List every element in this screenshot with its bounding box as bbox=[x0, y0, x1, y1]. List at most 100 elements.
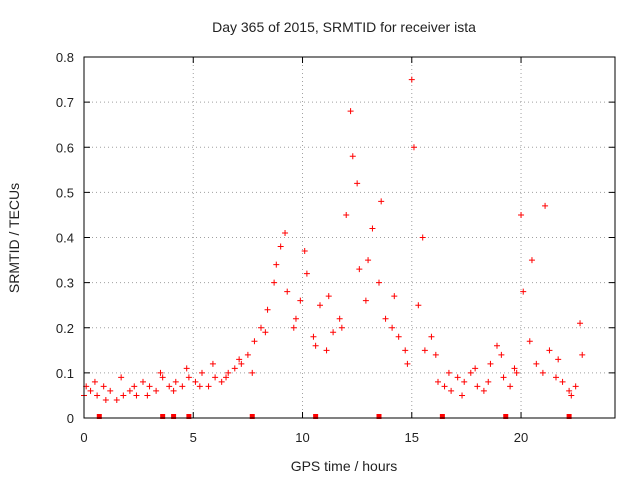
data-point bbox=[498, 351, 505, 358]
data-point bbox=[196, 383, 203, 390]
data-point bbox=[389, 324, 396, 331]
data-point bbox=[251, 338, 258, 345]
data-point bbox=[579, 351, 586, 358]
data-point bbox=[415, 302, 422, 309]
x-tick-label: 15 bbox=[405, 430, 419, 445]
data-point bbox=[461, 378, 468, 385]
data-point bbox=[459, 392, 466, 399]
y-tick-label: 0.4 bbox=[56, 231, 74, 246]
data-point bbox=[153, 387, 160, 394]
data-point bbox=[408, 76, 415, 83]
data-point bbox=[140, 378, 146, 385]
axis-ticks bbox=[83, 56, 615, 419]
x-tick-label: 5 bbox=[190, 430, 197, 445]
data-point bbox=[271, 279, 278, 286]
data-point bbox=[133, 392, 140, 399]
data-point bbox=[467, 369, 474, 376]
data-point bbox=[312, 342, 319, 349]
data-point bbox=[349, 153, 356, 160]
data-point bbox=[282, 229, 289, 236]
data-point bbox=[494, 342, 500, 349]
data-point bbox=[435, 378, 441, 385]
data-point bbox=[485, 378, 492, 385]
data-point bbox=[354, 180, 361, 187]
data-point bbox=[199, 369, 205, 376]
data-point bbox=[107, 387, 114, 394]
data-point bbox=[553, 374, 559, 381]
data-point bbox=[87, 387, 94, 394]
data-point bbox=[185, 374, 192, 381]
data-point bbox=[369, 225, 376, 232]
data-point bbox=[402, 347, 409, 354]
x-tick-label: 0 bbox=[80, 430, 87, 445]
data-point bbox=[325, 293, 332, 300]
data-point bbox=[500, 374, 507, 381]
y-tick-label: 0.2 bbox=[56, 321, 74, 336]
grid-lines bbox=[84, 57, 615, 418]
y-tick-label: 0.8 bbox=[56, 50, 74, 65]
data-point bbox=[277, 243, 284, 250]
data-point bbox=[231, 365, 238, 372]
y-axis-label: SRMTID / TECUs bbox=[6, 183, 22, 293]
data-point bbox=[258, 324, 264, 331]
data-point bbox=[566, 387, 573, 394]
data-point bbox=[362, 297, 369, 304]
data-point bbox=[323, 347, 330, 354]
data-point bbox=[330, 329, 337, 336]
data-point bbox=[172, 378, 179, 385]
data-point bbox=[378, 198, 385, 205]
data-point bbox=[539, 369, 546, 376]
data-point bbox=[166, 383, 173, 390]
data-point bbox=[432, 351, 439, 358]
data-point bbox=[249, 369, 256, 376]
data-point bbox=[336, 315, 343, 322]
y-tick-label: 0 bbox=[67, 411, 74, 426]
data-point bbox=[209, 360, 216, 367]
gap-marker bbox=[503, 414, 509, 419]
y-tick-label: 0.3 bbox=[56, 276, 74, 291]
data-point bbox=[301, 248, 308, 255]
gap-marker bbox=[249, 414, 255, 419]
x-tick-labels: 0 5 10 15 20 bbox=[80, 430, 528, 445]
gap-marker bbox=[171, 414, 177, 419]
data-point bbox=[445, 369, 452, 376]
data-point bbox=[94, 392, 101, 399]
data-point bbox=[546, 347, 553, 354]
data-point bbox=[120, 392, 127, 399]
data-point bbox=[410, 144, 417, 151]
data-points bbox=[81, 76, 586, 403]
gap-marker bbox=[313, 414, 319, 419]
data-point bbox=[428, 333, 435, 340]
x-axis-label: GPS time / hours bbox=[291, 458, 398, 474]
x-tick-label: 10 bbox=[295, 430, 309, 445]
data-point bbox=[474, 383, 481, 390]
data-point bbox=[555, 356, 562, 363]
data-point bbox=[238, 360, 245, 367]
y-tick-label: 0.6 bbox=[56, 140, 74, 155]
data-point bbox=[218, 378, 225, 385]
data-point bbox=[157, 369, 164, 376]
data-point bbox=[542, 202, 549, 209]
data-point bbox=[144, 392, 151, 399]
data-point bbox=[223, 374, 230, 381]
data-point bbox=[507, 383, 514, 390]
data-point bbox=[421, 347, 428, 354]
data-point bbox=[365, 257, 372, 264]
data-point bbox=[192, 378, 199, 385]
data-point bbox=[297, 297, 304, 304]
data-point bbox=[520, 288, 527, 295]
data-point bbox=[568, 392, 575, 399]
data-point bbox=[146, 383, 153, 390]
data-point bbox=[472, 365, 479, 372]
data-point bbox=[343, 211, 350, 218]
data-point bbox=[273, 261, 280, 268]
y-tick-label: 0.5 bbox=[56, 185, 74, 200]
data-point bbox=[91, 378, 98, 385]
gap-marker bbox=[186, 414, 192, 419]
x-tick-label: 20 bbox=[514, 430, 528, 445]
data-point bbox=[404, 360, 411, 367]
data-point bbox=[572, 383, 579, 390]
data-point bbox=[113, 396, 120, 403]
data-point bbox=[264, 306, 271, 313]
